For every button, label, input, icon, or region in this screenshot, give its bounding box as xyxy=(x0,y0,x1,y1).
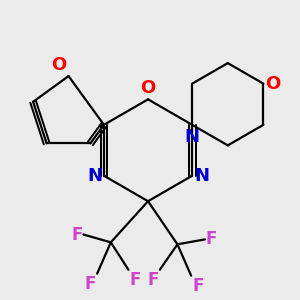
Text: N: N xyxy=(194,167,209,185)
Text: F: F xyxy=(85,275,96,293)
Text: O: O xyxy=(51,56,67,74)
Text: F: F xyxy=(206,230,217,248)
Text: F: F xyxy=(71,226,82,244)
Text: N: N xyxy=(185,128,200,146)
Text: F: F xyxy=(192,277,203,295)
Text: F: F xyxy=(129,271,141,289)
Text: F: F xyxy=(147,271,159,289)
Text: O: O xyxy=(266,75,280,93)
Text: O: O xyxy=(140,80,156,98)
Text: N: N xyxy=(87,167,102,185)
